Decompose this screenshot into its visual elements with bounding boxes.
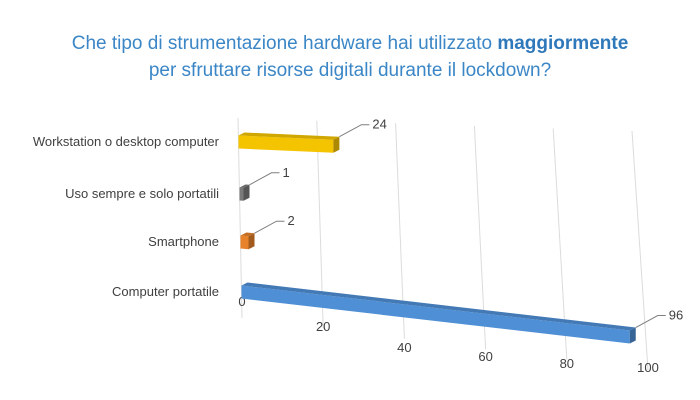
data-label: 1 [283,165,290,180]
category-label: Workstation o desktop computer [33,134,220,149]
bar-top-face [239,184,250,188]
category-label: Computer portatile [112,284,219,299]
bar-end-face [248,233,255,250]
category-label: Smartphone [148,234,219,249]
data-label: 2 [288,213,295,228]
chart-title-line-1: Che tipo di strumentazione hardware hai … [0,30,700,57]
bar-end-face [333,136,340,153]
x-tick-label: 0 [238,294,245,309]
bar-top-face [240,232,255,237]
bar [238,135,334,153]
bar-top-face [241,282,636,331]
bar [241,285,630,344]
bar-top-face [238,132,340,140]
data-label-leader [254,220,285,234]
data-label: 96 [669,308,683,323]
data-label-leader [339,124,370,138]
bar [239,187,244,201]
bar [240,235,249,250]
chart-title-line-2: per sfruttare risorse digitali durante i… [148,60,552,81]
bar-end-face [629,327,636,344]
chart-title-part1: Che tipo di strumentazione hardware hai … [71,33,493,54]
gridline [631,130,649,371]
x-tick-label: 40 [397,340,411,355]
chart-title-emphasis: maggiormente [497,33,629,54]
data-label-leader [635,315,666,328]
chart-title: Che tipo di strumentazione hardware hai … [0,30,700,84]
gridline [237,117,243,319]
bar-end-face [243,184,250,201]
category-label: Uso sempre e solo portatili [65,186,219,201]
x-tick-label: 100 [637,360,659,375]
data-label-leader [249,172,280,186]
x-tick-label: 80 [560,356,574,371]
data-label: 24 [372,117,386,132]
x-tick-label: 20 [316,319,330,334]
x-tick-label: 60 [478,349,492,364]
